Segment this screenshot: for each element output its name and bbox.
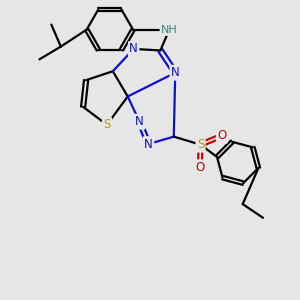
- Text: S: S: [197, 138, 204, 151]
- Text: N: N: [129, 42, 138, 56]
- Text: N: N: [135, 115, 144, 128]
- Text: O: O: [217, 129, 226, 142]
- Text: S: S: [103, 118, 111, 131]
- Text: O: O: [195, 161, 205, 174]
- Text: NH: NH: [161, 25, 178, 34]
- Text: N: N: [144, 138, 153, 151]
- Text: N: N: [171, 66, 180, 79]
